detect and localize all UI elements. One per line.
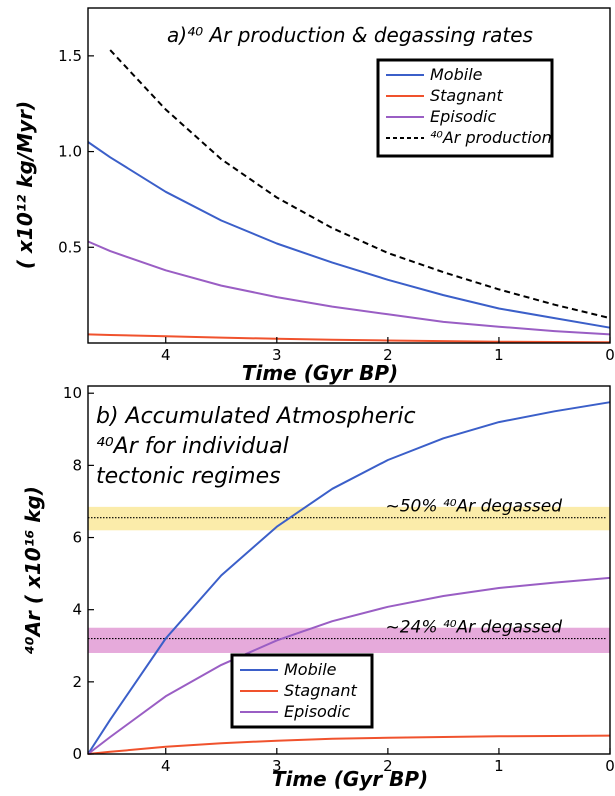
panel-b-axes-frame bbox=[87, 385, 611, 755]
band-1-label: ~50% ⁴⁰Ar degassed bbox=[385, 497, 562, 517]
x-tick-label: 0 bbox=[605, 346, 615, 364]
series-line-episodic bbox=[87, 240, 611, 336]
legend-label: Mobile bbox=[430, 65, 483, 84]
y-tick-label: 4 bbox=[72, 601, 82, 619]
legend-label: Episodic bbox=[284, 702, 350, 721]
x-tick-label: 3 bbox=[272, 346, 282, 364]
legend-label: Mobile bbox=[284, 660, 337, 679]
panel-b-legend: Mobile Stagnant Episodic bbox=[230, 653, 374, 729]
legend-label: Stagnant bbox=[430, 86, 503, 105]
panel-b-x-axis-label: Time (Gyr BP) bbox=[272, 767, 428, 791]
panel-a-y-axis-label: ( x10¹² kg/Myr) bbox=[13, 101, 37, 269]
y-tick-label: 2 bbox=[72, 673, 82, 691]
x-tick-label: 3 bbox=[272, 757, 282, 775]
panel-b-series-lines bbox=[87, 401, 611, 755]
series-line-stagnant bbox=[87, 734, 611, 755]
legend-label: Stagnant bbox=[284, 681, 357, 700]
band-2-label: ~24% ⁴⁰Ar degassed bbox=[385, 618, 562, 638]
x-tick-label: 2 bbox=[383, 757, 393, 775]
panel-b-bands: ~50% ⁴⁰Ar degassed ~24% ⁴⁰Ar degassed bbox=[88, 497, 610, 653]
x-tick-label: 1 bbox=[494, 757, 504, 775]
panel-a-ticks: 4 3 2 1 0 0.5 1.0 1.5 bbox=[58, 47, 615, 364]
x-tick-label: 4 bbox=[161, 346, 171, 364]
series-line-stagnant bbox=[87, 333, 611, 344]
series-line-mobile bbox=[87, 141, 611, 329]
panel-a-series-lines bbox=[87, 49, 611, 344]
panel-a-axes-frame bbox=[87, 7, 611, 344]
y-tick-label: 6 bbox=[72, 529, 82, 547]
y-tick-label: 0 bbox=[72, 745, 82, 763]
x-tick-label: 4 bbox=[161, 757, 171, 775]
y-tick-label: 8 bbox=[72, 456, 82, 474]
panel-b-title-line-2: ⁴⁰Ar for individual bbox=[96, 434, 289, 459]
y-tick-label: 0.5 bbox=[58, 238, 82, 256]
panel-a-title: a)⁴⁰ Ar production & degassing rates bbox=[167, 23, 533, 47]
band-2 bbox=[88, 627, 610, 653]
y-tick-label: 10 bbox=[63, 384, 82, 402]
panel-a-x-axis-label: Time (Gyr BP) bbox=[242, 361, 398, 385]
y-tick-label: 1.0 bbox=[58, 143, 82, 161]
x-tick-label: 1 bbox=[494, 346, 504, 364]
legend-label: Episodic bbox=[430, 107, 496, 126]
panel-b-y-axis-label: ⁴⁰Ar ( x10¹⁶ kg) bbox=[21, 486, 45, 654]
panel-b-accumulated-argon: ~50% ⁴⁰Ar degassed ~24% ⁴⁰Ar degassed 4 3 2… bbox=[21, 384, 615, 791]
series-line-arproduction bbox=[109, 49, 611, 320]
panel-a-legend: Mobile Stagnant Episodic ⁴⁰Ar production bbox=[376, 58, 554, 158]
x-tick-label: 0 bbox=[605, 757, 615, 775]
band-1 bbox=[88, 506, 610, 531]
panel-b-title-line-1: b) Accumulated Atmospheric bbox=[96, 404, 416, 429]
legend-label: ⁴⁰Ar production bbox=[430, 128, 552, 147]
y-tick-label: 1.5 bbox=[58, 47, 82, 65]
panel-b-title-line-3: tectonic regimes bbox=[96, 464, 281, 489]
series-line-mobile bbox=[87, 401, 611, 755]
x-tick-label: 2 bbox=[383, 346, 393, 364]
series-line-episodic bbox=[87, 576, 611, 755]
panel-a-production-rates: a)⁴⁰ Ar production & degassing rates 4 3 2… bbox=[13, 7, 615, 385]
